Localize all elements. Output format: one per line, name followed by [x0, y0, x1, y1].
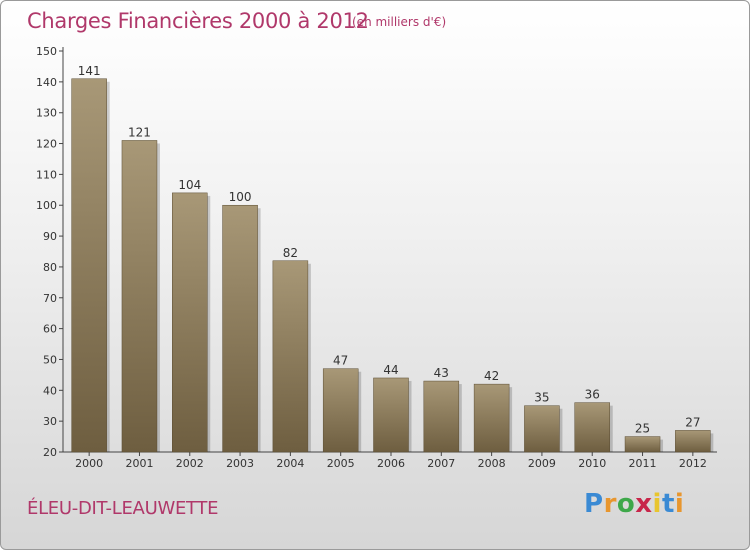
data-label: 100 [229, 190, 252, 204]
data-label: 43 [434, 366, 449, 380]
data-label: 141 [78, 64, 101, 78]
bar [322, 368, 359, 453]
bar [373, 377, 409, 453]
y-axis: 20 30 40 50 60 70 80 90 100 110 120 130 140 150 [36, 45, 64, 459]
y-tick-label: 40 [43, 384, 57, 397]
bar [524, 405, 560, 453]
data-label: 82 [283, 246, 298, 260]
bar [172, 192, 208, 453]
bar [574, 402, 610, 453]
bar [121, 140, 158, 453]
bar [675, 430, 711, 453]
x-tick-label: 2012 [679, 457, 707, 470]
commune-name: ÉLEU-DIT-LEAUWETTE [27, 498, 219, 519]
y-tick-label: 150 [36, 45, 57, 58]
data-label: 27 [685, 415, 700, 429]
logo-letter: r [603, 489, 617, 519]
x-tick-label: 2011 [629, 457, 657, 470]
x-tick-label: 2003 [226, 457, 254, 470]
y-tick-label: 80 [43, 261, 57, 274]
bar [222, 204, 258, 453]
x-tick-label: 2000 [75, 457, 103, 470]
y-tick-label: 90 [43, 230, 57, 243]
y-tick-label: 20 [43, 446, 57, 459]
y-tick-label: 100 [36, 199, 57, 212]
logo-letter: i [674, 489, 685, 519]
y-tick-label: 110 [36, 168, 57, 181]
x-tick-label: 2001 [125, 457, 153, 470]
data-label: 104 [178, 178, 201, 192]
x-tick-label: 2004 [276, 457, 304, 470]
y-tick-label: 70 [43, 292, 57, 305]
bar [272, 260, 309, 453]
x-tick-label: 2006 [377, 457, 405, 470]
data-label: 36 [585, 388, 600, 402]
y-tick-label: 140 [36, 76, 57, 89]
bar [473, 383, 510, 453]
data-label: 47 [333, 354, 348, 368]
logo-letter: t [661, 489, 675, 519]
logo-letter: i [652, 489, 662, 519]
x-tick-label: 2008 [478, 457, 506, 470]
y-tick-label: 120 [36, 138, 57, 151]
data-label: 44 [383, 363, 398, 377]
bars: 141 121 104 100 82 47 44 43 42 35 36 25 27 [71, 64, 714, 453]
x-axis: 2000 2001 2002 2003 2004 2005 2006 2007 2008 2009… [63, 451, 717, 470]
data-label: 25 [635, 422, 650, 436]
proxiti-logo[interactable]: Proxiti [584, 489, 684, 519]
y-tick-label: 60 [43, 323, 57, 336]
x-tick-label: 2007 [427, 457, 455, 470]
bar [624, 436, 661, 453]
logo-letter: x [635, 489, 653, 519]
logo-letter: o [616, 489, 636, 519]
data-label: 42 [484, 369, 499, 383]
bar [71, 78, 107, 453]
y-tick-label: 30 [43, 415, 57, 428]
logo-letter: P [584, 489, 604, 519]
x-tick-label: 2005 [327, 457, 355, 470]
x-tick-label: 2002 [176, 457, 204, 470]
x-tick-label: 2010 [578, 457, 606, 470]
bar [423, 380, 460, 453]
data-label: 121 [128, 125, 151, 139]
data-label: 35 [534, 391, 549, 405]
x-tick-label: 2009 [528, 457, 556, 470]
y-tick-label: 130 [36, 107, 57, 120]
chart-subtitle: (en milliers d'€) [352, 15, 447, 29]
y-tick-label: 50 [43, 353, 57, 366]
chart-title: Charges Financières 2000 à 2012 [27, 9, 369, 33]
